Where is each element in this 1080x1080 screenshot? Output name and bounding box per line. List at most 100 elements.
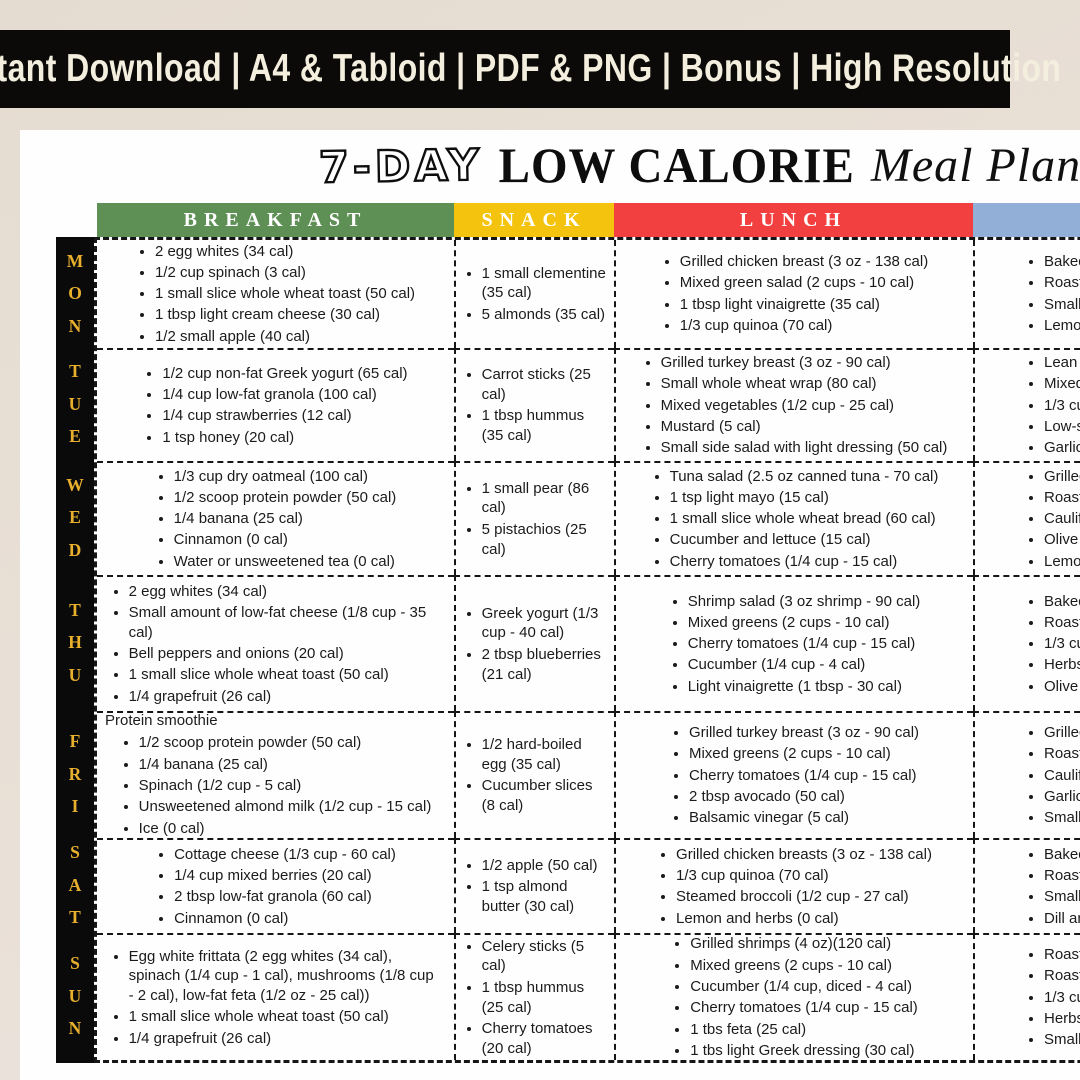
- sat-snack-cell: 1/2 apple (50 cal)1 tsp almond butter (3…: [454, 838, 614, 933]
- day-letter: O: [68, 283, 82, 304]
- meal-item: Cherry tomatoes (1/4 cup - 15 cal): [690, 998, 918, 1018]
- meal-item: Spinach (1/2 cup - 5 cal): [139, 776, 432, 796]
- title-script: Meal Plan: [870, 139, 1080, 192]
- meal-item: 2 tbsp low-fat granola (60 cal): [174, 887, 396, 907]
- tue-breakfast-cell: 1/2 cup non-fat Greek yogurt (65 cal)1/4…: [97, 348, 454, 461]
- meal-item: Lean be: [1044, 353, 1080, 373]
- meal-item: 1/3 cup dry oatmeal (100 cal): [174, 467, 397, 487]
- meal-item: Lemon h: [1044, 316, 1080, 336]
- meal-item: Small: [1044, 1030, 1080, 1050]
- meal-item: Cherry tomatoes (1/4 cup - 15 cal): [670, 552, 939, 572]
- wed-lunch-cell: Tuna salad (2.5 oz canned tuna - 70 cal)…: [614, 461, 973, 575]
- meal-item: Shrimp salad (3 oz shrimp - 90 cal): [688, 592, 921, 612]
- mon-breakfast-cell: 2 egg whites (34 cal)1/2 cup spinach (3 …: [97, 240, 454, 348]
- meal-item-list: 1/3 cup dry oatmeal (100 cal)1/2 scoop p…: [155, 465, 397, 573]
- meal-item: Baked co: [1044, 592, 1080, 612]
- meal-item-list: Greek yogurt (1/3 cup - 40 cal)2 tbsp bl…: [463, 602, 608, 686]
- meal-item: 1/3 cup: [1044, 634, 1080, 654]
- meal-item: 1 small slice whole wheat bread (60 cal): [670, 509, 939, 529]
- day-letter: E: [69, 507, 81, 528]
- meal-item: Greek yogurt (1/3 cup - 40 cal): [482, 604, 608, 644]
- column-header-row: BREAKFAST SNACK LUNCH: [97, 203, 1080, 237]
- column-header-breakfast: BREAKFAST: [97, 203, 454, 237]
- meal-item: Small amount of low-fat cheese (1/8 cup …: [129, 603, 442, 643]
- meal-item: 1/2 scoop protein powder (50 cal): [139, 733, 432, 753]
- title-main: LOW CALORIE: [498, 138, 855, 194]
- meal-item-list: 2 egg whites (34 cal)Small amount of low…: [110, 580, 442, 708]
- column-header-breakfast-label: BREAKFAST: [183, 208, 368, 231]
- meal-item: Cucumber slices (8 cal): [482, 776, 608, 816]
- promo-banner: Instant Download | A4 & Tabloid | PDF & …: [0, 30, 1061, 108]
- meal-item: Olive oil: [1044, 677, 1080, 697]
- meal-item-list: 1 small pear (86 cal)5 pistachios (25 ca…: [463, 477, 608, 561]
- meal-item: Roast: [1044, 744, 1080, 764]
- meal-item: Steamed broccoli (1/2 cup - 27 cal): [676, 887, 932, 907]
- day-letter: T: [69, 599, 81, 620]
- meal-item: Baked sa: [1044, 252, 1080, 272]
- sun-lunch-cell: Grilled shrimps (4 oz)(120 cal) Mixed gre…: [614, 933, 973, 1060]
- meal-item-list: 1 small clementine (35 cal)5 almonds (35…: [463, 262, 608, 326]
- fri-dinner-cell: GrilledRoastCaulifGarlicSmall: [973, 711, 1080, 838]
- meal-item-list: Cottage cheese (1/3 cup - 60 cal)1/4 cup…: [155, 843, 396, 930]
- meal-item-list: 2 egg whites (34 cal)1/2 cup spinach (3 …: [136, 240, 415, 348]
- tue-snack-cell: Carrot sticks (25 cal)1 tbsp hummus (35 …: [454, 348, 614, 461]
- mon-dinner-cell: Baked saRoastedSmall swLemon h: [973, 240, 1080, 348]
- meal-item: Roasted: [1044, 866, 1080, 886]
- day-letter: D: [68, 539, 82, 560]
- meal-item-list: Baked coRoasted1/3 cupHerbs anOlive oil: [1025, 590, 1080, 698]
- meal-item: 1/3 cu: [1044, 988, 1080, 1008]
- meal-item-list: Carrot sticks (25 cal)1 tbsp hummus (35 …: [463, 364, 608, 448]
- meal-item: Small whole wheat wrap (80 cal): [661, 374, 948, 394]
- meal-item: 1 tbsp hummus (35 cal): [482, 406, 608, 446]
- meal-item: Unsweetened almond milk (1/2 cup - 15 ca…: [139, 797, 432, 817]
- tue-dinner-cell: Lean beMixed v1/3 cupLow-soGarlic a: [973, 348, 1080, 461]
- day-letter: E: [69, 426, 81, 447]
- thu-lunch-cell: Shrimp salad (3 oz shrimp - 90 cal)Mixed…: [614, 575, 973, 711]
- promo-banner-text: Instant Download | A4 & Tabloid | PDF & …: [0, 47, 1062, 90]
- meal-item: Baked sa: [1044, 845, 1080, 865]
- fri-lunch-cell: Grilled turkey breast (3 oz - 90 cal)Mix…: [614, 711, 973, 838]
- meal-item: Grilled: [1044, 723, 1080, 743]
- meal-item: 1/4 cup low-fat granola (100 cal): [162, 385, 407, 405]
- day-letter: F: [69, 731, 81, 752]
- day-letter: R: [68, 763, 82, 784]
- meal-item: Herbs: [1044, 1009, 1080, 1029]
- meal-item: 1/2 cup spinach (3 cal): [155, 263, 415, 283]
- meal-item: 1/2 scoop protein powder (50 cal): [174, 488, 397, 508]
- wed-snack-cell: 1 small pear (86 cal)5 pistachios (25 ca…: [454, 461, 614, 575]
- meal-item: Cherry tomatoes (1/4 cup - 15 cal): [688, 634, 921, 654]
- meal-item-list: Grilled turkey breast (3 oz - 90 cal)Sma…: [642, 352, 948, 460]
- meal-item: 1/3 cup quinoa (70 cal): [676, 866, 932, 886]
- day-letter: U: [68, 393, 82, 414]
- meal-item: 2 egg whites (34 cal): [155, 242, 415, 262]
- meal-item: Herbs an: [1044, 655, 1080, 675]
- meal-item: 1/2 apple (50 cal): [482, 856, 608, 876]
- meal-item: 5 almonds (35 cal): [482, 305, 608, 325]
- meal-item-list: 1/2 hard-boiled egg (35 cal)Cucumber sli…: [463, 734, 608, 818]
- sat-lunch-cell: Grilled chicken breasts (3 oz - 138 cal)…: [614, 838, 973, 933]
- column-header-lunch: LUNCH: [614, 203, 973, 237]
- day-letter: M: [66, 250, 84, 271]
- meal-item-list: GrilledRoasteCauliflOlive oLemon: [1025, 465, 1080, 573]
- sat-dinner-cell: Baked saRoastedSmall swDill and l: [973, 838, 1080, 933]
- meal-item: Mixed v: [1044, 374, 1080, 394]
- meal-item: Small sw: [1044, 887, 1080, 907]
- meal-item-list: Tuna salad (2.5 oz canned tuna - 70 cal)…: [651, 465, 939, 573]
- meal-item: 1 tbsp light vinaigrette (35 cal): [680, 295, 928, 315]
- mon-lunch-cell: Grilled chicken breast (3 oz - 138 cal)M…: [614, 240, 973, 348]
- meal-item: 1 tsp almond butter (30 cal): [482, 877, 608, 917]
- column-header-snack-label: SNACK: [481, 208, 587, 231]
- meal-item: Lemon: [1044, 552, 1080, 572]
- sat-breakfast-cell: Cottage cheese (1/3 cup - 60 cal)1/4 cup…: [97, 838, 454, 933]
- meal-item: Garlic a: [1044, 438, 1080, 458]
- meal-item-list: Egg white frittata (2 egg whites (34 cal…: [110, 945, 442, 1050]
- meal-item: Celery sticks (5 cal): [482, 937, 608, 977]
- meal-item: Cottage cheese (1/3 cup - 60 cal): [174, 845, 396, 865]
